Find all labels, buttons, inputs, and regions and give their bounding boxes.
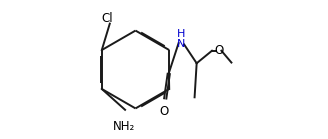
Text: Cl: Cl [101, 12, 113, 25]
Text: O: O [159, 105, 168, 118]
Text: NH₂: NH₂ [113, 120, 135, 133]
Text: O: O [214, 44, 223, 57]
Text: H
N: H N [177, 29, 186, 49]
